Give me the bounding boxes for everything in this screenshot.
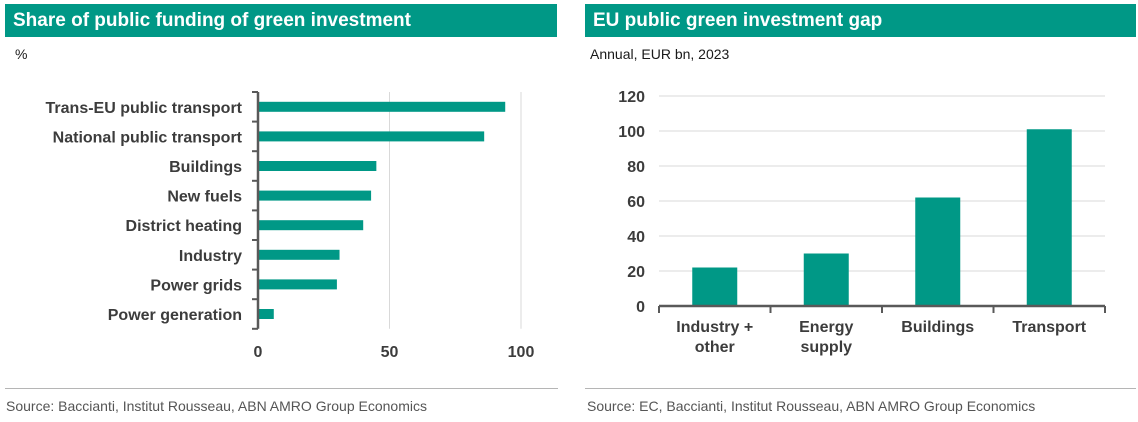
category-label: New fuels — [167, 189, 242, 206]
x-tick-label: 100 — [508, 344, 535, 361]
category-label: Power generation — [108, 307, 242, 324]
x-tick-label: 50 — [381, 344, 399, 361]
y-tick-label: 80 — [627, 159, 645, 176]
bar — [258, 131, 485, 142]
category-label: District heating — [126, 218, 242, 235]
bar — [692, 267, 738, 306]
x-tick-label: 0 — [254, 344, 263, 361]
category-label: Energy supply — [799, 319, 853, 356]
left-chart-panel: Share of public funding of green investm… — [0, 0, 560, 422]
bar — [258, 161, 377, 171]
right-chart-subtitle: Annual, EUR bn, 2023 — [590, 46, 730, 62]
left-source-divider — [5, 388, 558, 389]
bar — [258, 309, 274, 319]
right-chart-source: Source: EC, Baccianti, Institut Rousseau… — [587, 398, 1036, 414]
category-label: National public transport — [53, 129, 243, 146]
y-tick-label: 40 — [627, 229, 645, 246]
left-chart-title: Share of public funding of green investm… — [5, 4, 557, 37]
bar — [258, 220, 364, 231]
y-tick-label: 100 — [618, 124, 645, 141]
left-bar-chart: 0 50 100 Trans-EU public transport National … — [46, 91, 535, 361]
category-label: Buildings — [169, 159, 242, 176]
bar — [1026, 129, 1072, 306]
right-source-divider — [585, 388, 1136, 389]
right-chart-panel: EU public green investment gap Annual, E… — [583, 0, 1138, 422]
bar — [258, 101, 506, 112]
right-bar-chart: 0 20 40 60 80 100 120 Industry + other Energy supp… — [618, 89, 1106, 356]
category-label: Trans-EU public transport — [46, 100, 243, 117]
category-label: Power grids — [150, 277, 242, 294]
y-tick-label: 0 — [636, 299, 645, 316]
category-label: Transport — [1012, 319, 1086, 336]
bar — [803, 253, 849, 306]
y-tick-label: 60 — [627, 194, 645, 211]
category-label: Buildings — [901, 319, 974, 336]
left-chart-subtitle: % — [15, 46, 28, 62]
right-chart-title: EU public green investment gap — [585, 4, 1136, 37]
category-label: Industry — [179, 248, 242, 265]
category-label: Industry + other — [676, 319, 753, 356]
bar — [258, 249, 340, 260]
bar — [915, 197, 961, 306]
y-tick-label: 120 — [618, 89, 645, 106]
y-tick-label: 20 — [627, 264, 645, 281]
left-chart-source: Source: Baccianti, Institut Rousseau, AB… — [6, 398, 427, 414]
bar — [258, 190, 372, 201]
bar — [258, 279, 337, 290]
